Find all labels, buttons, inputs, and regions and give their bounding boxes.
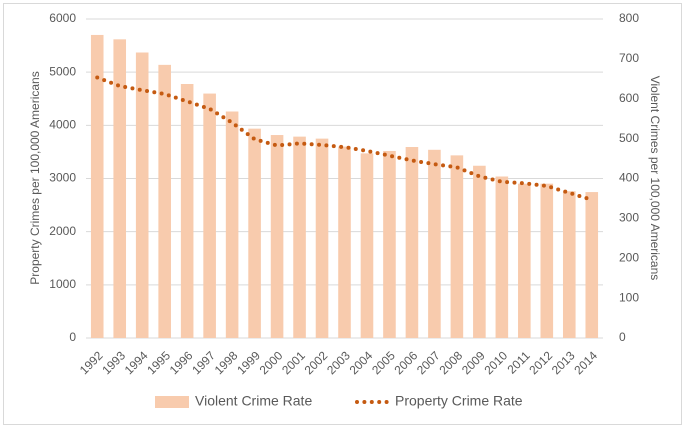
bar bbox=[135, 52, 149, 339]
bar bbox=[293, 136, 306, 338]
bar bbox=[405, 146, 419, 338]
bar bbox=[383, 150, 396, 338]
bar bbox=[473, 165, 486, 338]
bar bbox=[270, 135, 284, 338]
y2-tick-label: 200 bbox=[619, 250, 639, 264]
bar bbox=[360, 153, 374, 338]
y-axis-label: Property Crimes per 100,000 Americans bbox=[28, 71, 42, 284]
y-tick-label: 0 bbox=[69, 330, 76, 344]
y2-tick-label: 800 bbox=[619, 11, 639, 25]
bar bbox=[540, 183, 554, 338]
y2-tick-label: 400 bbox=[619, 171, 639, 185]
bar bbox=[113, 39, 127, 339]
y2-axis-label: Violent Crimes per 100,000 Americans bbox=[648, 76, 662, 281]
y2-tick-label: 300 bbox=[619, 211, 639, 225]
bar bbox=[585, 192, 599, 338]
y2-tick-label: 700 bbox=[619, 51, 639, 65]
y2-tick-label: 100 bbox=[619, 290, 639, 304]
y-tick-label: 6000 bbox=[49, 11, 76, 25]
bar bbox=[203, 93, 216, 338]
legend-label: Violent Crime Rate bbox=[195, 393, 312, 409]
y2-tick-label: 0 bbox=[619, 330, 626, 344]
legend-label: Property Crime Rate bbox=[395, 393, 523, 409]
y-tick-label: 3000 bbox=[49, 171, 76, 185]
bar bbox=[562, 191, 576, 338]
bar bbox=[225, 111, 239, 338]
bar bbox=[428, 149, 441, 338]
y2-tick-label: 600 bbox=[619, 91, 639, 105]
y-tick-label: 4000 bbox=[49, 118, 76, 132]
bar bbox=[315, 138, 329, 338]
y-tick-label: 5000 bbox=[49, 64, 76, 78]
y-tick-label: 1000 bbox=[49, 277, 76, 291]
bar bbox=[495, 176, 509, 338]
bar bbox=[180, 83, 194, 338]
bar bbox=[518, 183, 531, 338]
bar bbox=[450, 155, 464, 338]
bar bbox=[248, 128, 261, 338]
bar bbox=[158, 64, 171, 338]
y2-tick-label: 500 bbox=[619, 131, 639, 145]
y-tick-label: 2000 bbox=[49, 224, 76, 238]
bar bbox=[338, 146, 351, 338]
legend-swatch bbox=[155, 396, 189, 408]
bar bbox=[90, 34, 104, 338]
